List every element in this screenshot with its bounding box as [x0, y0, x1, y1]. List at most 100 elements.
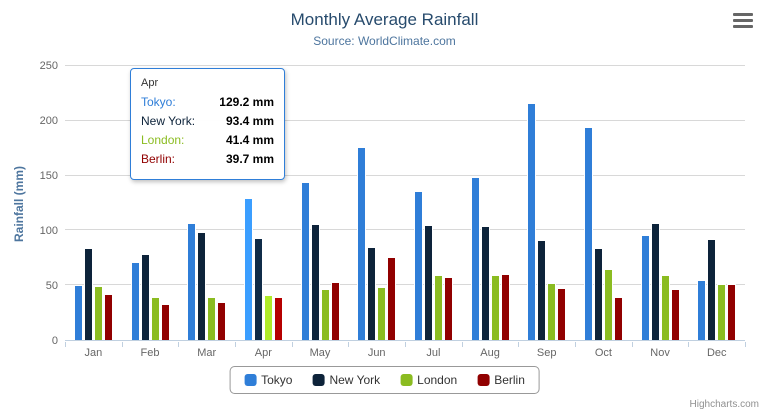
- plot-area: [65, 65, 745, 341]
- x-axis-tick: [178, 342, 180, 347]
- bar-group-nov: [632, 66, 689, 340]
- bar-london-jun[interactable]: [377, 287, 387, 340]
- legend-symbol: [477, 374, 490, 386]
- gridline: [65, 284, 745, 286]
- bar-london-jul[interactable]: [433, 275, 443, 340]
- bar-berlin-dec[interactable]: [727, 284, 737, 340]
- y-axis-tick-label: 200: [39, 115, 58, 127]
- x-axis-tick: [688, 342, 690, 347]
- bar-tokyo-oct[interactable]: [583, 127, 593, 340]
- bar-berlin-jun[interactable]: [387, 257, 397, 340]
- tooltip-series-value: 41.4 mm: [225, 133, 274, 147]
- bar-new-york-jun[interactable]: [367, 247, 377, 340]
- bar-london-dec[interactable]: [717, 283, 727, 340]
- bar-groups: [65, 66, 745, 340]
- bar-group-jun: [348, 66, 405, 340]
- bar-new-york-dec[interactable]: [707, 238, 717, 340]
- legend: Tokyo New York London Berlin: [229, 366, 540, 394]
- bar-london-aug[interactable]: [490, 274, 500, 340]
- bar-tokyo-apr[interactable]: [243, 198, 253, 340]
- y-axis-tick-label: 50: [45, 280, 58, 292]
- bar-tokyo-jul[interactable]: [413, 191, 423, 340]
- bar-london-jan[interactable]: [93, 286, 103, 340]
- bar-group-sep: [518, 66, 575, 340]
- bar-berlin-mar[interactable]: [217, 302, 227, 340]
- bar-berlin-nov[interactable]: [670, 288, 680, 340]
- chart-subtitle: Source: WorldClimate.com: [313, 34, 456, 48]
- chart-title: Monthly Average Rainfall: [290, 10, 479, 29]
- bar-tokyo-jan[interactable]: [73, 285, 83, 340]
- bar-tokyo-nov[interactable]: [640, 235, 650, 340]
- bar-berlin-oct[interactable]: [613, 297, 623, 340]
- bar-new-york-jan[interactable]: [83, 248, 93, 340]
- x-axis-tick: [631, 342, 633, 347]
- bar-new-york-sep[interactable]: [537, 240, 547, 340]
- bar-group-dec: [688, 66, 745, 340]
- x-axis-tick: [405, 342, 406, 347]
- gridline: [65, 229, 745, 231]
- bar-london-may[interactable]: [320, 288, 330, 340]
- gridline: [65, 65, 745, 66]
- bar-london-apr[interactable]: [263, 294, 273, 340]
- x-axis-label-sep: Sep: [536, 347, 557, 359]
- bar-tokyo-sep[interactable]: [527, 102, 537, 340]
- x-axis-label-nov: Nov: [650, 347, 670, 359]
- bar-new-york-feb[interactable]: [140, 253, 150, 340]
- bar-berlin-jul[interactable]: [443, 277, 453, 340]
- bar-london-sep[interactable]: [547, 282, 557, 340]
- tooltip-row: New York: 93.4 mm: [141, 114, 274, 129]
- bar-new-york-aug[interactable]: [480, 225, 490, 340]
- bar-berlin-apr[interactable]: [273, 296, 283, 340]
- x-axis-tick: [291, 342, 293, 347]
- bar-group-jan: [65, 66, 122, 340]
- x-axis-label-feb: Feb: [140, 347, 160, 359]
- bar-group-apr: [235, 66, 292, 340]
- legend-item-new-york[interactable]: New York: [312, 373, 380, 387]
- legend-item-london[interactable]: London: [400, 373, 457, 387]
- export-menu-button[interactable]: [733, 13, 753, 28]
- x-axis-tick: [461, 342, 463, 347]
- legend-symbol: [244, 374, 257, 386]
- legend-item-berlin[interactable]: Berlin: [477, 373, 525, 387]
- bar-london-feb[interactable]: [150, 297, 160, 340]
- x-axis-tick: [575, 342, 576, 347]
- bar-new-york-apr[interactable]: [253, 237, 263, 340]
- bar-tokyo-dec[interactable]: [697, 280, 707, 340]
- hamburger-icon: [733, 25, 753, 28]
- legend-item-tokyo[interactable]: Tokyo: [244, 373, 292, 387]
- x-axis-label-jun: Jun: [367, 347, 386, 359]
- bar-london-oct[interactable]: [603, 268, 613, 340]
- bar-tokyo-feb[interactable]: [130, 261, 140, 340]
- bar-tokyo-jun[interactable]: [357, 147, 367, 340]
- y-axis-labels: 0 50 100 150 200 250: [0, 60, 58, 347]
- bar-group-oct: [575, 66, 632, 340]
- y-axis-tick-label: 100: [39, 225, 58, 237]
- bar-new-york-jul[interactable]: [423, 224, 433, 340]
- bar-berlin-may[interactable]: [330, 282, 340, 340]
- tooltip-series-value: 129.2 mm: [219, 95, 274, 109]
- hamburger-icon: [733, 13, 753, 16]
- credits-link[interactable]: Highcharts.com: [689, 399, 759, 410]
- bar-new-york-may[interactable]: [310, 223, 320, 340]
- bar-new-york-oct[interactable]: [593, 248, 603, 340]
- bar-tokyo-mar[interactable]: [187, 223, 197, 340]
- bar-group-may: [292, 66, 349, 340]
- gridline: [65, 119, 745, 121]
- bar-london-nov[interactable]: [660, 275, 670, 340]
- tooltip-series-label: Tokyo:: [141, 95, 176, 109]
- hamburger-icon: [733, 19, 753, 22]
- bar-new-york-mar[interactable]: [197, 232, 207, 340]
- x-axis-tick: [65, 342, 66, 347]
- bar-tokyo-may[interactable]: [300, 182, 310, 340]
- bar-berlin-feb[interactable]: [160, 303, 170, 340]
- bar-berlin-sep[interactable]: [557, 287, 567, 340]
- bar-london-mar[interactable]: [207, 296, 217, 340]
- bar-berlin-aug[interactable]: [500, 273, 510, 340]
- x-axis-tick: [235, 342, 236, 347]
- x-axis-label-may: May: [309, 347, 331, 359]
- bar-berlin-jan[interactable]: [103, 293, 113, 340]
- bar-new-york-nov[interactable]: [650, 223, 660, 340]
- y-axis-tick-label: 0: [51, 335, 58, 347]
- y-axis-tick-label: 150: [39, 170, 58, 182]
- bar-tokyo-aug[interactable]: [470, 177, 480, 340]
